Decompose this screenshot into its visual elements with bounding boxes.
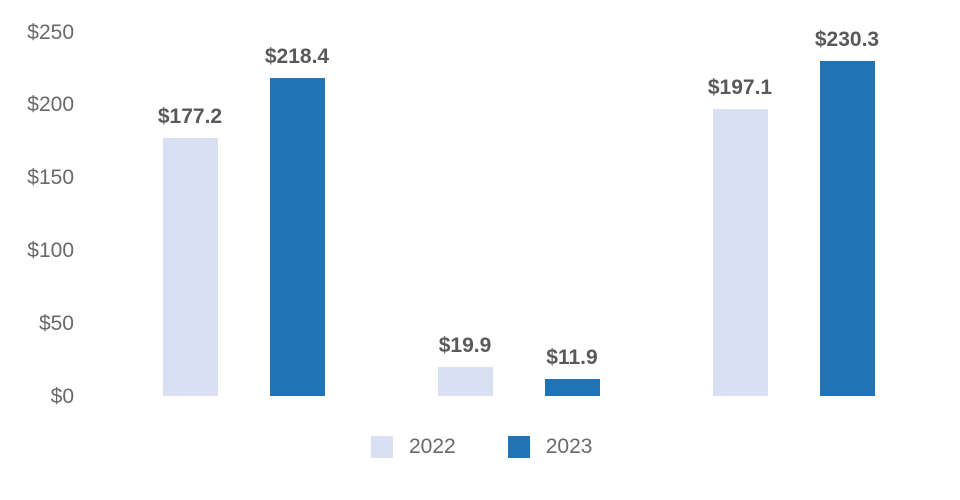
y-tick-label: $250 xyxy=(27,20,74,44)
y-tick-label: $200 xyxy=(27,93,74,117)
bar-value-label-2022-group3: $197.1 xyxy=(707,76,773,100)
bar-value-label-2023-group2: $11.9 xyxy=(546,346,598,370)
bar-value-label-2023-group1: $218.4 xyxy=(264,45,330,69)
y-tick-label: $150 xyxy=(27,166,74,190)
bar-value-label-2022-group1: $177.2 xyxy=(157,105,223,129)
bar-value-label-2022-group2: $19.9 xyxy=(438,334,492,358)
bar-value-label-2023-group3: $230.3 xyxy=(814,27,880,51)
bar-2022-group1 xyxy=(162,138,218,397)
bar-2023-group1 xyxy=(269,78,325,397)
bar-2022-group2 xyxy=(437,367,493,397)
legend-swatch-2022 xyxy=(371,436,393,458)
legend-swatch-2023 xyxy=(507,436,530,458)
legend-label-2023: 2023 xyxy=(545,435,593,458)
y-tick-label: $100 xyxy=(27,239,74,263)
legend-item-2023: 2023 xyxy=(507,435,593,458)
legend-item-2022: 2022 xyxy=(371,436,456,458)
legend-label-2022: 2022 xyxy=(409,435,456,458)
bar-2023-group3 xyxy=(819,60,875,397)
bar-2023-group2 xyxy=(544,379,600,397)
y-tick-label: $0 xyxy=(50,385,74,408)
bar-2022-group3 xyxy=(712,109,768,397)
legend: 2022 2023 xyxy=(371,436,592,458)
y-tick-label: $50 xyxy=(38,312,74,336)
